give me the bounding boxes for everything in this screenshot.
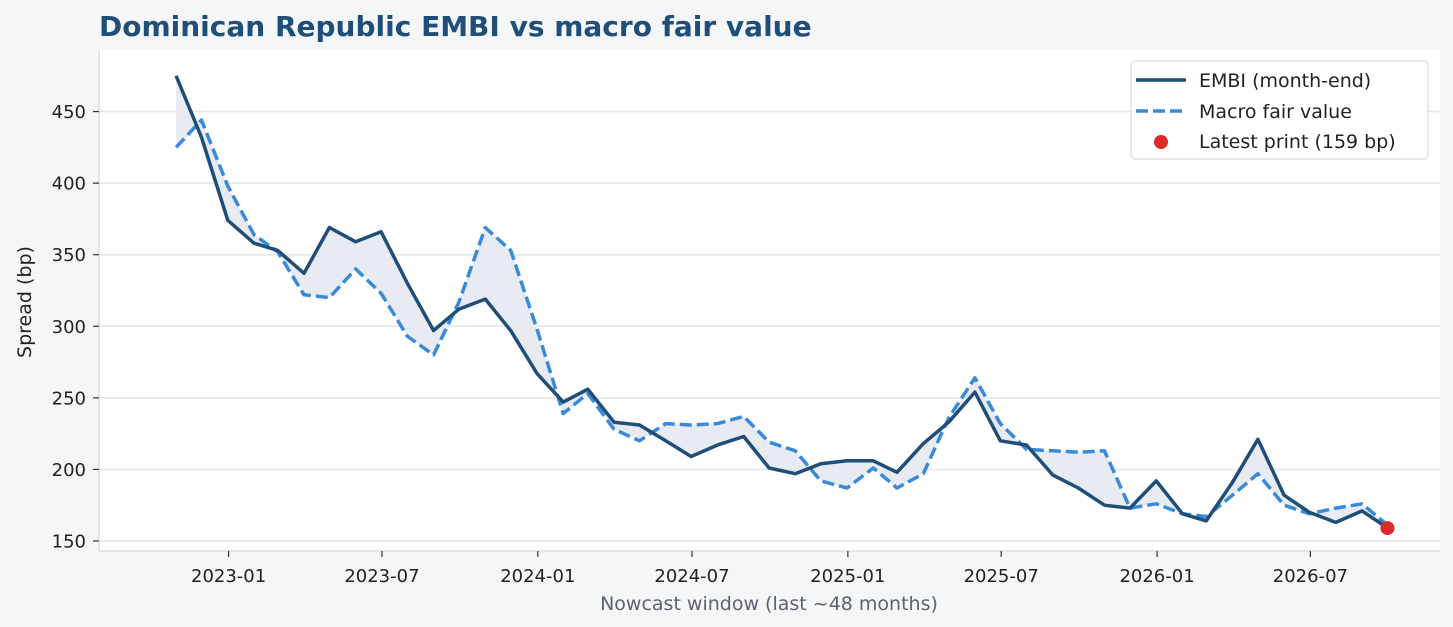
chart-title: Dominican Republic EMBI vs macro fair va…	[99, 10, 812, 43]
x-tick-label: 2023-01	[191, 566, 266, 587]
y-tick-label: 250	[52, 388, 86, 409]
x-axis-label: Nowcast window (last ~48 months)	[600, 593, 938, 615]
x-tick-label: 2024-07	[654, 566, 729, 587]
x-tick-label: 2026-07	[1273, 566, 1348, 587]
x-tick-label: 2023-07	[344, 566, 419, 587]
x-tick-label: 2024-01	[500, 566, 575, 587]
latest-print-marker	[1380, 521, 1395, 536]
legend-swatch-latest-print	[1154, 135, 1168, 149]
axis-spines	[98, 50, 1440, 552]
y-axis-label: Spread (bp)	[14, 246, 36, 358]
legend-box	[1130, 60, 1429, 160]
x-axis-ticks: 2023-01 2023-07 2024-01 2024-07 2025-01 2025-…	[191, 551, 1348, 587]
y-tick-label: 450	[52, 102, 86, 123]
legend-label-fair-value: Macro fair value	[1199, 101, 1352, 123]
y-tick-label: 400	[52, 174, 86, 195]
y-axis-ticks: 150 200 250 300 350 400 450	[52, 102, 99, 552]
x-tick-label: 2025-07	[964, 566, 1039, 587]
y-tick-label: 150	[52, 531, 86, 552]
series-lines	[174, 75, 1389, 530]
legend: EMBI (month-end) Macro fair value Latest…	[1130, 60, 1429, 160]
x-tick-label: 2026-01	[1119, 566, 1194, 587]
latest-point-layer	[1380, 521, 1395, 536]
x-tick-label: 2025-01	[810, 566, 885, 587]
legend-label-embi: EMBI (month-end)	[1199, 70, 1371, 92]
y-tick-label: 350	[52, 245, 86, 266]
y-tick-label: 200	[52, 460, 86, 481]
legend-label-latest-print: Latest print (159 bp)	[1199, 131, 1396, 153]
embi-line	[174, 75, 1389, 530]
y-tick-label: 300	[52, 317, 86, 338]
